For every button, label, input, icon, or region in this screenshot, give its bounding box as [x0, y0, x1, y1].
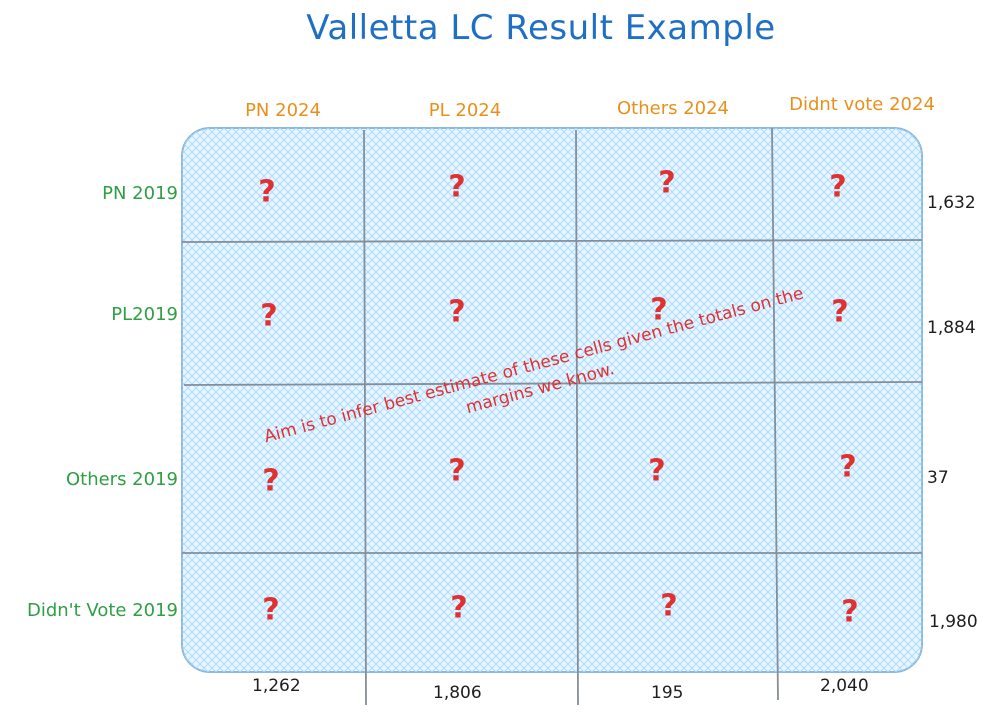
- row-total-value: 37: [927, 468, 949, 488]
- unknown-cell-mark: ?: [650, 292, 668, 328]
- row-header-label: Didn't Vote 2019: [26, 600, 178, 621]
- unknown-cell-mark: ?: [262, 463, 280, 499]
- grid-line-vertical: [771, 127, 779, 701]
- grid-line-horizontal: [181, 239, 923, 243]
- row-total-value: 1,980: [929, 612, 978, 632]
- unknown-cell-mark: ?: [648, 453, 666, 489]
- column-header-label: Others 2024: [616, 98, 730, 119]
- unknown-cell-mark: ?: [258, 174, 276, 210]
- unknown-cell-mark: ?: [660, 588, 678, 624]
- row-total-value: 1,884: [927, 318, 976, 338]
- unknown-cell-mark: ?: [658, 165, 676, 201]
- column-total-value: 2,040: [820, 676, 869, 696]
- column-header-label: PN 2024: [245, 100, 321, 121]
- grid-line-vertical: [575, 129, 579, 706]
- row-header-label: Others 2019: [65, 469, 178, 490]
- unknown-cell-mark: ?: [829, 169, 847, 205]
- unknown-cell-mark: ?: [448, 169, 466, 205]
- column-total-value: 1,262: [252, 676, 301, 696]
- grid-line-vertical: [363, 129, 367, 706]
- unknown-cell-mark: ?: [448, 294, 466, 330]
- column-header-label: PL 2024: [428, 100, 502, 121]
- row-header-label: PN 2019: [102, 183, 178, 204]
- unknown-cell-mark: ?: [831, 294, 849, 330]
- column-header-label: Didnt vote 2024: [789, 94, 935, 115]
- unknown-cell-mark: ?: [262, 592, 280, 628]
- diagram-title: Valletta LC Result Example: [306, 8, 776, 48]
- column-total-value: 195: [651, 683, 684, 703]
- unknown-cell-mark: ?: [839, 449, 857, 485]
- unknown-cell-mark: ?: [448, 453, 466, 489]
- grid-lines: [181, 127, 923, 706]
- unknown-cell-mark: ?: [450, 590, 468, 626]
- column-total-value: 1,806: [433, 683, 482, 703]
- unknown-cell-mark: ?: [260, 298, 278, 334]
- grid-line-horizontal: [183, 381, 923, 386]
- table-hatch: [182, 128, 922, 672]
- row-header-label: PL2019: [111, 304, 178, 325]
- unknown-cell-mark: ?: [841, 594, 859, 630]
- row-total-value: 1,632: [927, 193, 976, 213]
